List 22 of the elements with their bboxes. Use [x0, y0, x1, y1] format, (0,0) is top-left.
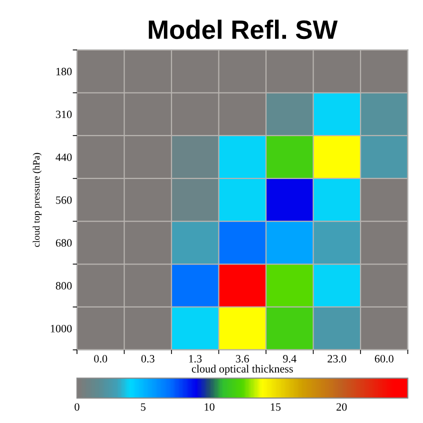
y-axis-title: cloud top pressure (hPa): [32, 152, 42, 247]
y-tick-label: 800: [56, 282, 72, 290]
y-tick-label: 180: [56, 68, 72, 76]
color-bar-label: 20: [336, 403, 347, 411]
y-tick-label: 560: [56, 196, 72, 204]
y-tick-label: 680: [56, 239, 72, 247]
chart-title: Model Refl. SW: [148, 20, 338, 40]
x-tick-label: 1.3: [189, 355, 202, 363]
color-bar-label: 15: [270, 403, 281, 411]
x-axis-title: cloud optical thickness: [192, 364, 293, 375]
y-tick-label: 440: [56, 153, 72, 161]
color-bar-label: 0: [74, 403, 80, 411]
x-tick-label: 9.4: [283, 355, 296, 363]
color-bar-label: 5: [141, 403, 146, 411]
x-tick-label: 23.0: [328, 355, 346, 363]
x-tick-label: 0.0: [94, 355, 108, 363]
color-bar-label: 10: [204, 403, 214, 411]
x-tick-label: 0.3: [141, 355, 154, 363]
x-tick-label: 3.6: [236, 355, 249, 363]
x-tick-label: 60.0: [374, 355, 394, 363]
y-tick-label: 310: [56, 110, 72, 118]
y-tick-label: 1000: [50, 324, 72, 332]
